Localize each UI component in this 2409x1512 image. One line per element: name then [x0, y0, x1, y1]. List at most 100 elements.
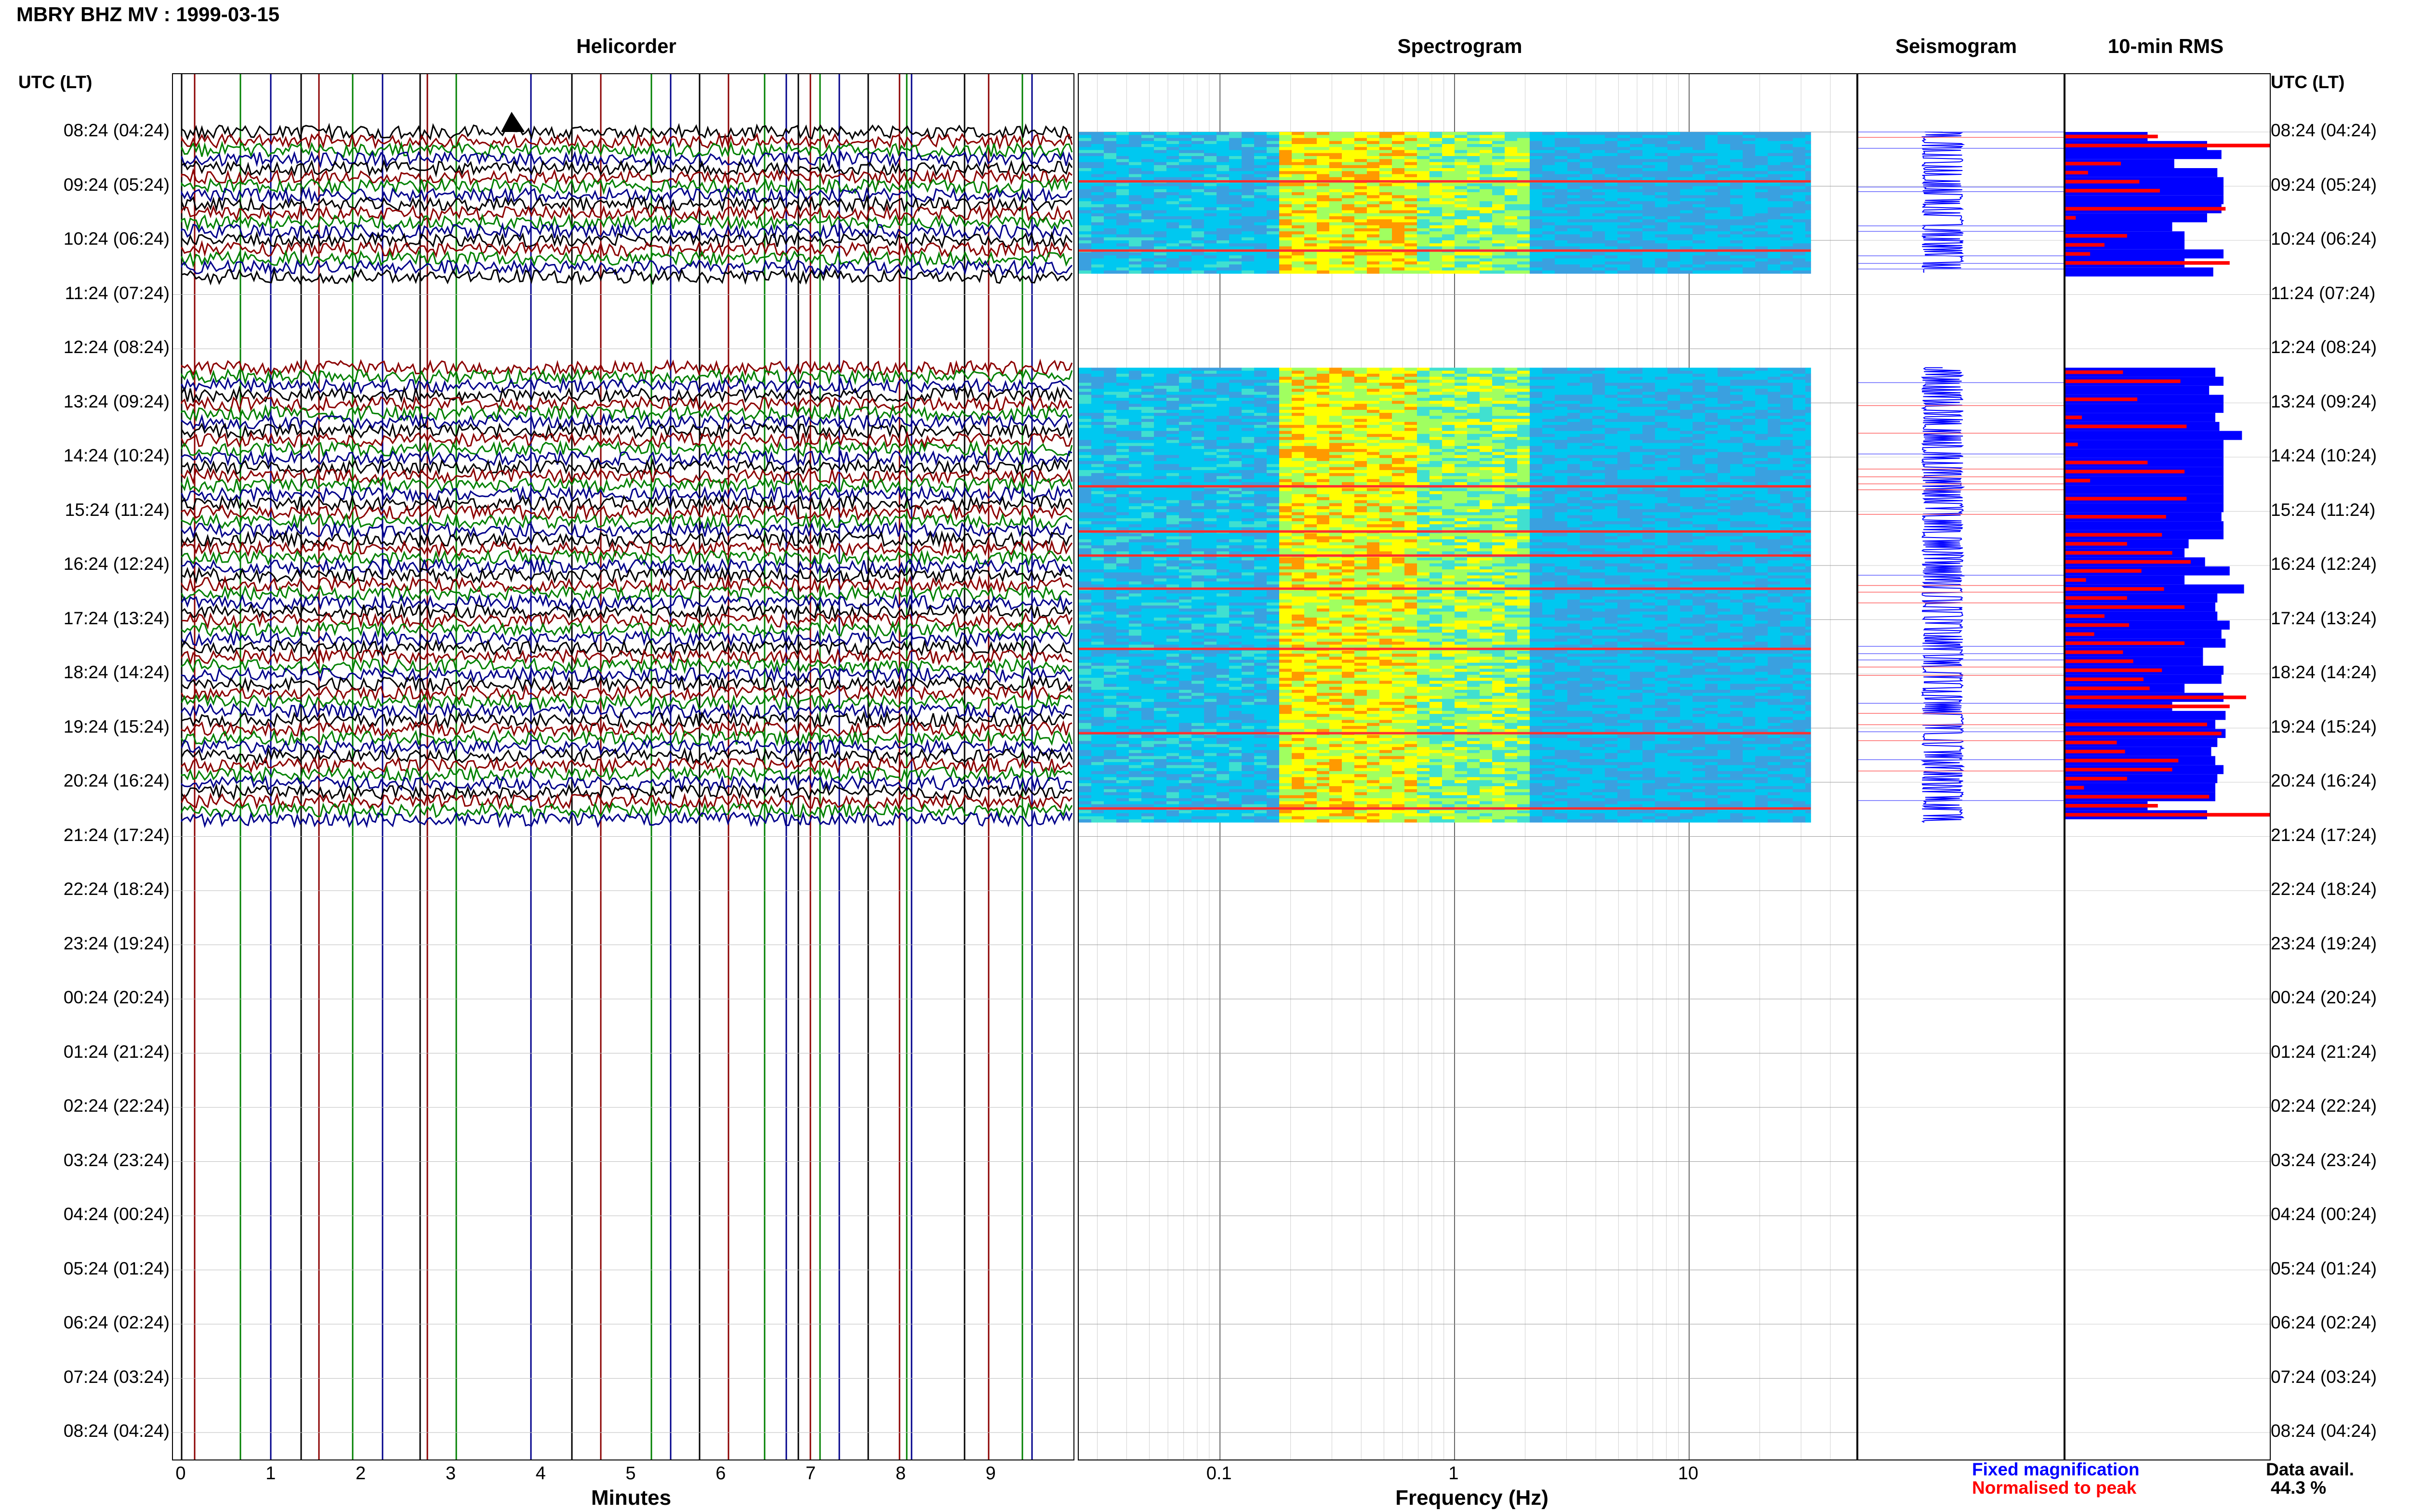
- spectrogram-cell: [1505, 443, 1518, 447]
- spectrogram-cell: [1718, 216, 1731, 220]
- spectrogram-cell: [1467, 243, 1480, 247]
- spectrogram-cell: [1392, 192, 1405, 196]
- spectrogram-cell: [1480, 219, 1493, 223]
- spectrogram-cell: [1304, 261, 1317, 265]
- spectrogram-cell: [1755, 201, 1768, 205]
- spectrogram-cell: [1279, 162, 1292, 166]
- spectrogram-cell: [1655, 404, 1668, 408]
- spectrogram-cell: [1229, 144, 1242, 147]
- spectrogram-cell: [1417, 404, 1430, 408]
- spectrogram-cell: [1292, 237, 1305, 241]
- spectrogram-cell: [1467, 370, 1480, 374]
- spectrogram-cell: [1668, 168, 1681, 171]
- spectrogram-cell: [1693, 419, 1706, 422]
- spectrogram-cell: [1592, 401, 1605, 404]
- spectrogram-cell: [1755, 421, 1768, 425]
- spectrogram-cell: [1805, 147, 1811, 150]
- spectrogram-cell: [1743, 464, 1756, 468]
- spectrogram-cell: [1104, 138, 1117, 142]
- spectrogram-cell: [1680, 219, 1693, 223]
- spectrogram-cell: [1668, 401, 1681, 404]
- spectrogram-cell: [1141, 231, 1154, 235]
- spectrogram-cell: [1605, 216, 1618, 220]
- spectrogram-cell: [1217, 392, 1230, 395]
- spectrogram-cell: [1505, 431, 1518, 434]
- spectrogram-cell: [1617, 455, 1630, 459]
- spectrogram-cell: [1555, 404, 1568, 408]
- spectrogram-cell: [1680, 458, 1693, 461]
- spectrogram-cell: [1492, 401, 1505, 404]
- spectrogram-cell: [1567, 186, 1580, 190]
- spectrogram-cell: [1179, 201, 1192, 205]
- spectrogram-cell: [1141, 210, 1154, 214]
- spectrogram-cell: [1755, 446, 1768, 449]
- spectrogram-cell: [1367, 240, 1380, 244]
- spectrogram-cell: [1793, 461, 1806, 464]
- spectrogram-cell: [1505, 401, 1518, 404]
- spectrogram-cell: [1780, 216, 1793, 220]
- spectrogram-cell: [1279, 234, 1292, 238]
- spectrogram-cell: [1242, 270, 1255, 274]
- spectrogram-cell: [1317, 153, 1330, 157]
- spectrogram-cell: [1718, 144, 1731, 147]
- spectrogram-cell: [1154, 171, 1167, 174]
- spectrogram-cell: [1655, 380, 1668, 383]
- spectrogram-cell: [1430, 419, 1443, 422]
- spectrogram-cell: [1317, 228, 1330, 232]
- spectrogram-cell: [1116, 397, 1129, 401]
- spectrogram-cell: [1267, 380, 1280, 383]
- spectrogram-cell: [1567, 434, 1580, 437]
- spectrogram-cell: [1680, 401, 1693, 404]
- spectrogram-cell: [1304, 225, 1317, 229]
- spectrogram-cell: [1354, 449, 1367, 452]
- spectrogram-cell: [1617, 449, 1630, 452]
- spectrogram-cell: [1141, 380, 1154, 383]
- spectrogram-cell: [1555, 440, 1568, 444]
- spectrogram-cell: [1116, 440, 1129, 444]
- spectrogram-cell: [1141, 421, 1154, 425]
- spectrogram-cell: [1417, 186, 1430, 190]
- spectrogram-cell: [1430, 222, 1443, 226]
- spectrogram-cell: [1079, 198, 1092, 202]
- spectrogram-cell: [1191, 370, 1204, 374]
- spectrogram-cell: [1304, 382, 1317, 386]
- spectrogram-cell: [1392, 270, 1405, 274]
- spectrogram-cell: [1680, 464, 1693, 468]
- spectrogram-cell: [1555, 264, 1568, 268]
- spectrogram-cell: [1129, 380, 1142, 383]
- spectrogram-cell: [1805, 377, 1811, 380]
- spectrogram-cell: [1567, 252, 1580, 256]
- spectrogram-cell: [1254, 270, 1267, 274]
- spectrogram-cell: [1404, 186, 1417, 190]
- spectrogram-cell: [1467, 419, 1480, 422]
- spectrogram-cell: [1693, 458, 1706, 461]
- spectrogram-cell: [1517, 162, 1530, 166]
- spectrogram-cell: [1492, 380, 1505, 383]
- spectrogram-cell: [1718, 243, 1731, 247]
- spectrogram-cell: [1793, 434, 1806, 437]
- spectrogram-cell: [1542, 195, 1555, 198]
- spectrogram-cell: [1668, 409, 1681, 413]
- spectrogram-cell: [1755, 258, 1768, 262]
- spectrogram-cell: [1254, 150, 1267, 154]
- spectrogram-cell: [1091, 216, 1104, 220]
- spectrogram-cell: [1304, 201, 1317, 205]
- spectrogram-cell: [1392, 237, 1405, 241]
- spectrogram-cell: [1780, 455, 1793, 459]
- spectrogram-cell: [1605, 213, 1618, 217]
- spectrogram-cell: [1730, 389, 1743, 392]
- spectrogram-cell: [1480, 156, 1493, 159]
- spectrogram-cell: [1354, 156, 1367, 159]
- spectrogram-cell: [1755, 428, 1768, 432]
- spectrogram-cell: [1166, 437, 1179, 440]
- spectrogram-cell: [1793, 255, 1806, 259]
- spectrogram-cell: [1079, 228, 1092, 232]
- spectrogram-cell: [1141, 132, 1154, 135]
- spectrogram-cell: [1580, 186, 1593, 190]
- spectrogram-cell: [1567, 171, 1580, 174]
- spectrogram-cell: [1617, 409, 1630, 413]
- spectrogram-cell: [1505, 267, 1518, 271]
- spectrogram-cell: [1154, 174, 1167, 178]
- spectrogram-cell: [1680, 234, 1693, 238]
- spectrogram-cell: [1392, 204, 1405, 208]
